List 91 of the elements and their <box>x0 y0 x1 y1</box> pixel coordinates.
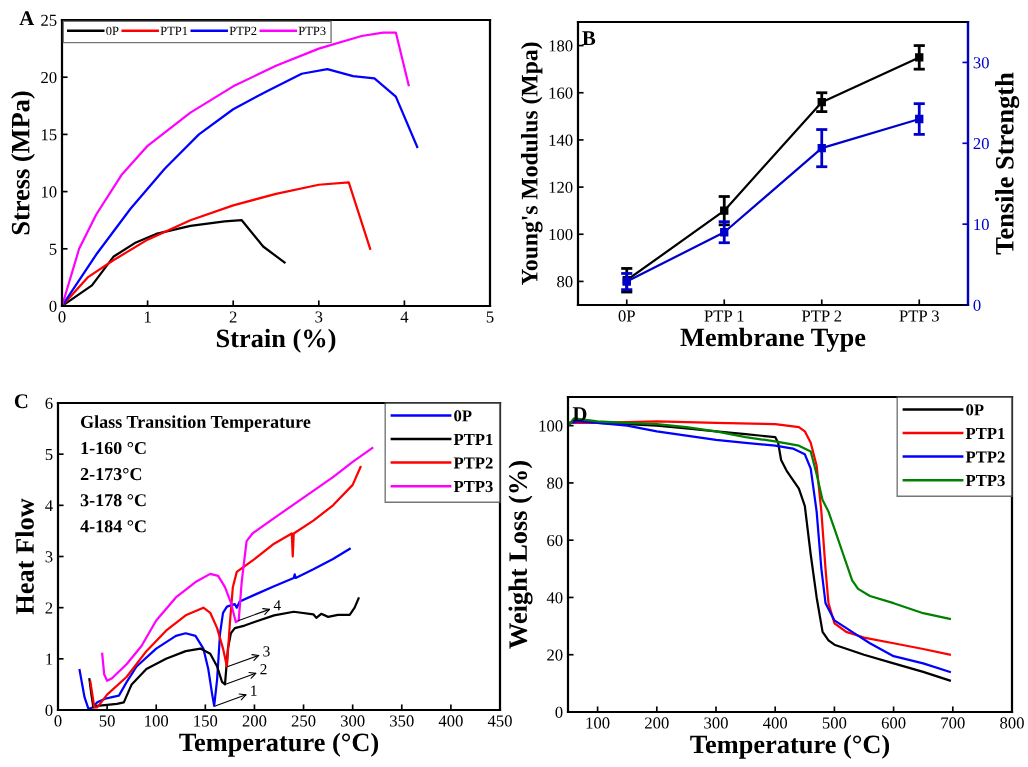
x-tick-label: 50 <box>99 715 115 727</box>
chart-title: A <box>19 11 35 26</box>
x-tick-label: 250 <box>291 715 316 727</box>
x-tick-label: 100 <box>586 717 610 729</box>
y-tick-label: 6 <box>45 397 53 409</box>
y-tick-label: 0 <box>49 300 57 312</box>
annotation: 3-178 °C <box>80 494 146 507</box>
legend-label: PTP2 <box>453 457 493 469</box>
y-tick-label: 20 <box>547 649 563 661</box>
y-tick-label: 160 <box>549 87 573 99</box>
x-tick-label: 200 <box>242 715 267 727</box>
x-tick-label: 1 <box>144 311 151 323</box>
legend-label: PTP2 <box>965 451 1005 463</box>
legend-label: 0P <box>106 26 119 36</box>
legend-label: PTP1 <box>160 26 188 35</box>
x-axis-title: Strain (%) <box>216 328 336 353</box>
x-tick-label: 200 <box>645 717 669 729</box>
y-tick-label: 25 <box>41 14 57 26</box>
x-tick-label: 700 <box>941 717 965 729</box>
y-tick-label: 100 <box>539 420 563 432</box>
legend-label: PTP3 <box>453 480 493 493</box>
x-tick-label: 0P <box>618 310 635 322</box>
y-axis-title: Weight Loss (%) <box>508 461 533 649</box>
y-tick-label: 100 <box>549 228 573 241</box>
x-tick-label: PTP 3 <box>899 310 939 322</box>
y-tick-label: 140 <box>549 134 573 146</box>
y-tick-label: 40 <box>546 592 563 604</box>
y-axis-title: Stress (MPa) <box>10 91 35 235</box>
x-tick-label: PTP 1 <box>704 310 744 322</box>
y-tick-label: 20 <box>41 71 57 84</box>
x-tick-label: 500 <box>822 717 847 729</box>
x-tick-label: 100 <box>145 715 169 727</box>
x-tick-label: 400 <box>438 715 463 727</box>
x-tick-label: 800 <box>1000 717 1024 729</box>
y2-tick-label: 30 <box>973 57 989 69</box>
y2-tick-label: 10 <box>974 218 989 231</box>
y2-tick-label: 0 <box>973 299 981 311</box>
y-tick-label: 180 <box>549 40 573 52</box>
y-tick-label: 1 <box>46 653 53 665</box>
x-tick-label: 400 <box>763 717 788 729</box>
y-tick-label: 80 <box>557 276 573 288</box>
x-tick-label: 300 <box>704 717 728 729</box>
legend-label: 0P <box>454 410 472 422</box>
y-tick-label: 0 <box>45 704 53 716</box>
legend-label: PTP2 <box>229 26 257 35</box>
y-tick-label: 5 <box>49 243 57 255</box>
x-tick-label: 450 <box>487 715 512 727</box>
x-tick-label: 600 <box>881 717 906 729</box>
y-tick-label: 3 <box>45 551 53 563</box>
y2-axis-title: Tensile Strength <box>995 72 1020 255</box>
legend-label: PTP1 <box>453 433 493 445</box>
x-tick-label: 350 <box>390 715 414 727</box>
annotation: Glass Transition Temperature <box>80 415 311 432</box>
x-tick-label: 5 <box>486 311 494 323</box>
y-tick-label: 4 <box>45 500 53 512</box>
line-series <box>78 547 351 710</box>
y2-tick-label: 20 <box>973 137 989 150</box>
y-tick-label: 2 <box>45 602 53 614</box>
legend-label: 0P <box>966 404 984 416</box>
x-tick-label: 2 <box>229 311 237 323</box>
annotation: 4 <box>273 600 281 611</box>
legend-label: PTP3 <box>298 26 326 36</box>
annotation: 3 <box>263 646 270 657</box>
annotation: 1-160 °C <box>81 441 146 455</box>
chart-title: C <box>14 394 28 409</box>
annotation: 2-173°C <box>80 467 142 481</box>
y-tick-label: 0 <box>555 706 563 718</box>
x-axis-title: Temperature (°C) <box>179 732 379 757</box>
y-tick-label: 120 <box>549 181 573 194</box>
annotation: 1 <box>251 685 257 696</box>
x-axis-title: Membrane Type <box>680 327 866 352</box>
y-tick-label: 15 <box>41 129 57 141</box>
y-tick-label: 60 <box>547 534 563 547</box>
x-tick-label: 3 <box>315 311 323 323</box>
legend-label: PTP3 <box>965 474 1005 487</box>
legend-label: PTP1 <box>965 427 1005 439</box>
x-tick-label: PTP 2 <box>801 310 842 322</box>
y-axis-title: Heat Flow <box>15 498 34 615</box>
y-tick-label: 5 <box>45 449 53 461</box>
chart-title: B <box>582 31 596 46</box>
y-tick-label: 10 <box>41 186 57 198</box>
chart-title: D <box>572 407 587 421</box>
y-tick-label: 80 <box>547 477 563 489</box>
annotation: 4-184 °C <box>80 520 146 533</box>
x-tick-label: 0 <box>58 311 66 323</box>
x-tick-label: 300 <box>340 715 365 727</box>
x-axis-title: Temperature (°C) <box>690 734 890 759</box>
y-axis-title: Young's Modulus (Mpa) <box>520 42 543 286</box>
x-tick-label: 150 <box>194 715 218 727</box>
x-tick-label: 4 <box>400 311 409 323</box>
annotation: 2 <box>260 664 267 675</box>
